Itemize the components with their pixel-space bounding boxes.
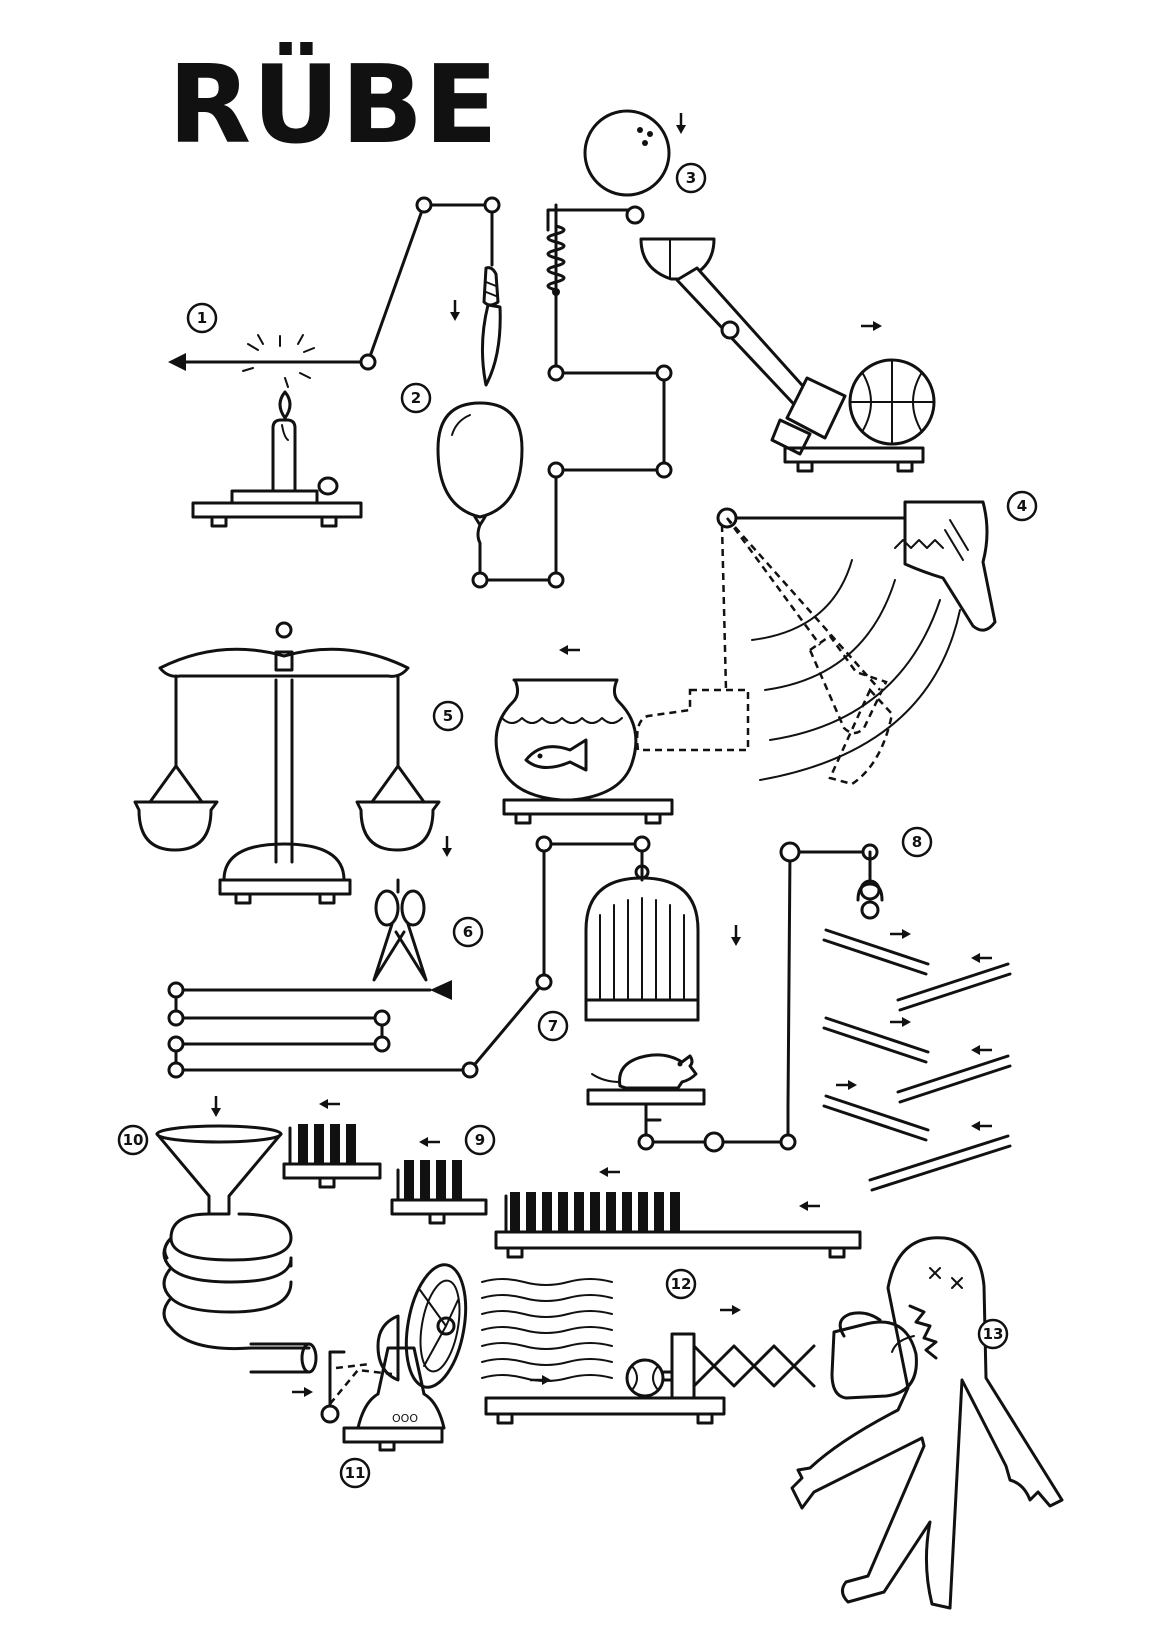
step-9-badge: 9: [464, 1124, 496, 1156]
balloon-icon: [436, 401, 524, 575]
extending-boxing-glove-icon: [662, 1311, 918, 1400]
step-10-badge: 10: [117, 1124, 149, 1156]
coiled-hose-icon: [162, 1212, 318, 1374]
hammer-icon: [675, 266, 847, 456]
bowling-ball-icon: [583, 109, 671, 197]
step-1-badge: 1: [186, 302, 218, 334]
step-number: 10: [123, 1131, 144, 1149]
dominoes-icon: [282, 1124, 382, 1189]
linkage: [471, 203, 673, 589]
arrow-icon: [417, 1135, 442, 1149]
arrow-icon: [209, 1094, 223, 1119]
scissors-icon: [372, 878, 428, 982]
step-8-badge: 8: [901, 826, 933, 858]
tennis-ball-icon: [625, 1358, 665, 1398]
funnel-icon: [155, 1124, 283, 1216]
step-5-badge: 5: [432, 700, 464, 732]
arrow-icon: [597, 1165, 622, 1179]
birdcage-icon: [584, 864, 700, 1022]
step-number: 5: [443, 707, 453, 725]
step-number: 8: [912, 833, 922, 851]
linkage: [359, 196, 501, 371]
step-2-badge: 2: [400, 382, 432, 414]
arrow-icon: [729, 923, 743, 948]
arrow-icon: [797, 1199, 822, 1213]
arrow-icon: [834, 1078, 859, 1092]
step-number: 2: [411, 389, 421, 407]
balance-scale-icon: [133, 621, 441, 905]
step-3-badge: 3: [675, 162, 707, 194]
arrow-icon: [969, 1119, 994, 1133]
arrow-icon: [888, 1015, 913, 1029]
step-number: 7: [548, 1017, 558, 1035]
arrow-icon: [290, 1385, 315, 1399]
arrow-icon: [440, 834, 454, 859]
lever-crank: [320, 1350, 393, 1424]
knife-icon: [480, 266, 502, 387]
desk-fan-icon: OOO: [342, 1263, 468, 1452]
base: [484, 1396, 726, 1425]
arrow-icon: [718, 1303, 743, 1317]
arrow-icon: [528, 1373, 553, 1387]
arrow-icon: [888, 927, 913, 941]
step-12-badge: 12: [665, 1268, 697, 1300]
string: [168, 334, 370, 388]
dominoes-icon: [390, 1160, 488, 1225]
arrow-icon: [674, 111, 688, 136]
step-number: 13: [983, 1325, 1004, 1343]
step-number: 1: [197, 309, 207, 327]
marble-holder: [856, 850, 884, 920]
step-13-badge: 13: [977, 1318, 1009, 1350]
arrow-icon: [969, 1043, 994, 1057]
fishbowl-icon: [494, 678, 674, 825]
candle-icon: [191, 390, 363, 528]
rope-linkage: [167, 835, 651, 1079]
arrow-icon: [859, 319, 884, 333]
fish-icon: [524, 738, 588, 772]
step-number: 4: [1017, 497, 1027, 515]
figure-icon: [790, 1236, 1064, 1610]
mouse-icon: [591, 1053, 698, 1090]
arrow-icon: [557, 643, 582, 657]
step-number: 9: [475, 1131, 485, 1149]
pivot: [625, 205, 645, 225]
arrow-icon: [969, 951, 994, 965]
arrow-icon: [448, 298, 462, 323]
swing-arcs: [751, 559, 961, 781]
spring-icon: [546, 208, 634, 296]
dominoes-icon: [494, 1192, 862, 1259]
svg-text:OOO: OOO: [392, 1412, 418, 1425]
base: [783, 446, 925, 473]
boot-motion-ghost: [635, 517, 894, 786]
step-6-badge: 6: [452, 916, 484, 948]
step-number: 11: [345, 1464, 366, 1482]
step-4-badge: 4: [1006, 490, 1038, 522]
boot-icon: [894, 500, 997, 632]
step-11-badge: 11: [339, 1457, 371, 1489]
basketball-icon: [848, 358, 936, 446]
boot-arm: [716, 507, 907, 529]
linkage: [637, 841, 879, 1153]
wind-lines: [481, 1278, 613, 1382]
page-title: RÜBE: [168, 43, 499, 168]
shelf: [586, 1088, 706, 1122]
ramps: [822, 928, 1012, 1192]
step-number: 6: [463, 923, 473, 941]
step-number: 3: [686, 169, 696, 187]
arrow-icon: [317, 1097, 342, 1111]
step-7-badge: 7: [537, 1010, 569, 1042]
step-number: 12: [671, 1275, 692, 1293]
